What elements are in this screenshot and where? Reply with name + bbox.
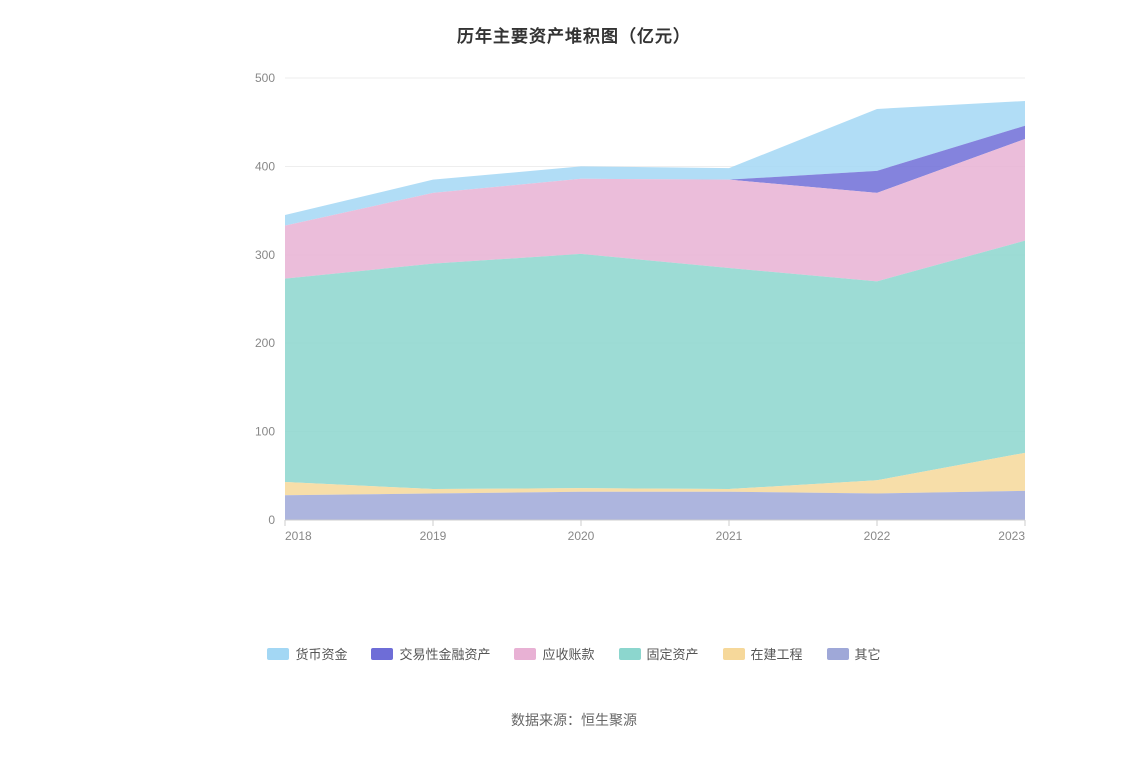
- y-axis-label: 300: [255, 248, 275, 262]
- data-source-name: 恒生聚源: [581, 712, 637, 728]
- legend-label: 固定资产: [647, 644, 699, 663]
- chart-container: 0 100 200 300 400 500 2018 2019 2020 2021 2022 2023: [0, 0, 1148, 781]
- legend-label: 交易性金融资产: [399, 644, 490, 663]
- x-axis-label: 2020: [568, 529, 595, 543]
- chart-legend: 货币资金 交易性金融资产 应收账款 固定资产 在建工程 其它: [0, 644, 1148, 663]
- legend-swatch: [371, 648, 393, 660]
- legend-item[interactable]: 货币资金: [267, 644, 347, 663]
- legend-item[interactable]: 固定资产: [619, 644, 699, 663]
- x-axis-label: 2022: [864, 529, 891, 543]
- legend-swatch: [723, 648, 745, 660]
- data-source-prefix: 数据来源：: [511, 712, 581, 728]
- legend-label: 在建工程: [751, 644, 803, 663]
- legend-swatch: [267, 648, 289, 660]
- legend-item[interactable]: 其它: [827, 644, 881, 663]
- legend-swatch: [827, 648, 849, 660]
- x-axis-label: 2021: [716, 529, 743, 543]
- x-axis-label: 2018: [285, 529, 312, 543]
- data-source: 数据来源：恒生聚源: [0, 710, 1148, 730]
- page-root: 历年主要资产堆积图（亿元） 01002003004005002018201920…: [0, 0, 1148, 776]
- legend-label: 应收账款: [542, 644, 594, 663]
- y-axis-label: 400: [255, 159, 275, 173]
- x-axis-label: 2019: [420, 529, 447, 543]
- legend-label: 货币资金: [295, 644, 347, 663]
- legend-swatch: [619, 648, 641, 660]
- legend-item[interactable]: 交易性金融资产: [371, 644, 490, 663]
- legend-item[interactable]: 在建工程: [723, 644, 803, 663]
- y-axis-label: 0: [268, 513, 275, 527]
- area-series[interactable]: [285, 241, 1025, 489]
- area-series[interactable]: [285, 491, 1025, 520]
- x-axis-label: 2023: [998, 529, 1025, 543]
- y-axis-label: 500: [255, 71, 275, 85]
- y-axis-label: 200: [255, 336, 275, 350]
- legend-item[interactable]: 应收账款: [514, 644, 594, 663]
- y-axis-label: 100: [255, 425, 275, 439]
- legend-swatch: [514, 648, 536, 660]
- legend-label: 其它: [855, 644, 881, 663]
